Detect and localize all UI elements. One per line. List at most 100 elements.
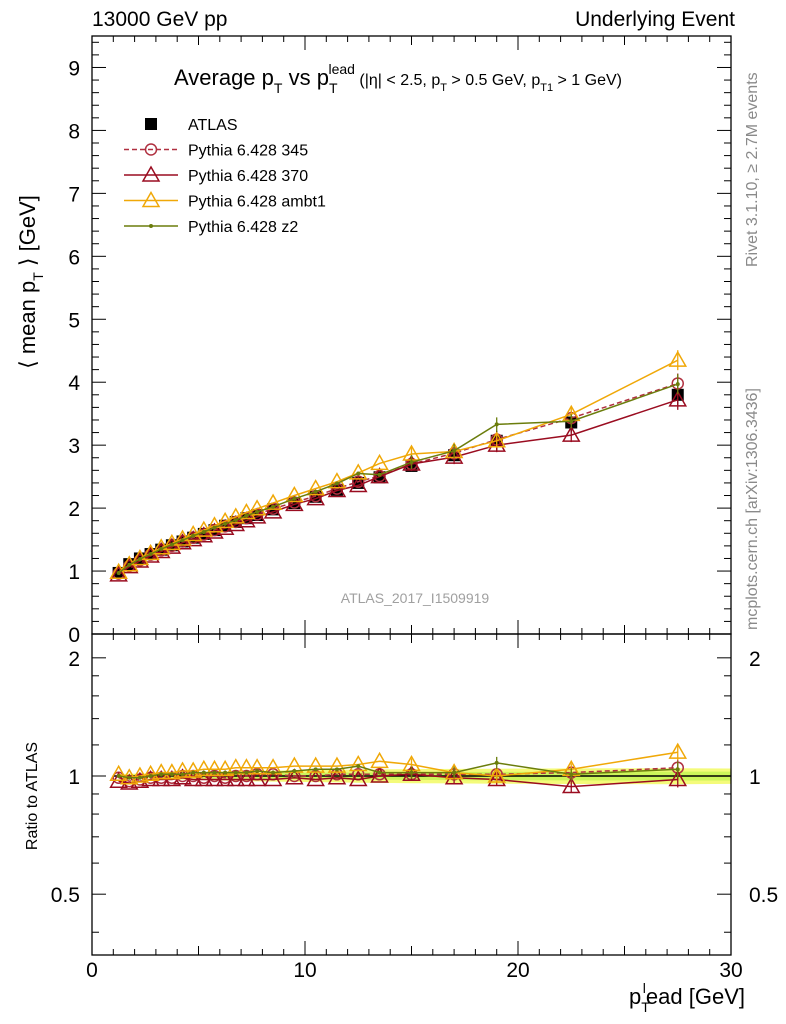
series-point [191, 533, 196, 538]
ratio-point [237, 769, 256, 787]
main-plot-title: Average pT vs pTlead (|η| < 2.5, pT > 0.… [174, 61, 622, 96]
ratio-point [668, 742, 688, 759]
ratio-point [183, 769, 203, 787]
legend-marker [141, 165, 161, 182]
ratio-y-tick-label-right: 2 [749, 648, 761, 671]
mcplots-label: mcplots.cern.ch [arXiv:1306.3436] [744, 388, 761, 630]
series-point [201, 530, 206, 535]
ratio-point [205, 769, 224, 787]
series-point [370, 453, 389, 471]
ratio-point [148, 774, 153, 779]
ratio-point [159, 772, 164, 777]
series-point [244, 513, 249, 518]
ratio-y-tick-label-right: 1 [749, 766, 761, 789]
ratio-point [226, 769, 246, 787]
series-point [180, 538, 185, 543]
ratio-point [151, 763, 171, 780]
ratio-point [271, 770, 276, 775]
ratio-point [334, 767, 339, 772]
ratio-point [233, 770, 238, 775]
ratio-plot-frame [91, 633, 732, 956]
rivet-version-label: Rivet 3.1.10, ≥ 2.7M events [744, 72, 761, 267]
legend-marker [141, 190, 161, 208]
series-point [370, 467, 389, 484]
series-point [233, 518, 238, 523]
series-line-pythia-6-428-345 [118, 382, 679, 575]
ratio-point [377, 770, 382, 775]
ratio-point [370, 766, 389, 783]
series-point [668, 390, 688, 407]
ratio-point [183, 761, 203, 778]
legend-label: Pythia 6.428 ambt1 [188, 194, 326, 211]
ratio-point [173, 761, 192, 778]
legend-label: Pythia 6.428 345 [188, 143, 308, 160]
series-point [285, 486, 304, 503]
ratio-point [306, 769, 325, 787]
series-point [377, 472, 382, 477]
series-point [306, 479, 325, 496]
ratio-y-tick-label-left: 0.5 [51, 884, 80, 907]
series-point [494, 422, 499, 427]
ratio-point [116, 774, 121, 779]
series-point [487, 435, 506, 452]
ratio-point [285, 768, 304, 785]
series-point [569, 419, 574, 424]
y-tick-label: 4 [68, 372, 80, 395]
series-point [109, 565, 128, 582]
ratio-point [180, 772, 185, 777]
series-line-pythia-6-428-z2 [118, 383, 679, 574]
series-point [263, 493, 283, 510]
ratio-point [327, 768, 347, 785]
series-point [292, 496, 297, 501]
y-tick-label: 3 [68, 435, 80, 458]
ratio-point [668, 769, 688, 787]
ratio-point [201, 770, 206, 775]
ratio-point [494, 760, 499, 765]
ratio-point [247, 769, 267, 787]
series-point [212, 525, 217, 530]
ratio-point [409, 770, 414, 775]
y-tick-label: 0 [68, 624, 80, 647]
series-point [373, 469, 386, 483]
y-tick-label: 6 [68, 246, 80, 269]
series-point [169, 542, 174, 547]
y-tick-label: 2 [68, 498, 80, 521]
ratio-point [205, 759, 224, 777]
series-point [313, 489, 318, 494]
series-point [285, 494, 304, 512]
series-point [444, 447, 464, 464]
ratio-point [212, 770, 217, 775]
ratio-point [247, 758, 267, 775]
ratio-point [191, 770, 196, 775]
series-point [159, 547, 164, 552]
ratio-point [223, 770, 228, 775]
analysis-watermark: ATLAS_2017_I1509919 [341, 590, 490, 606]
ratio-point [348, 769, 368, 787]
ratio-point [244, 770, 249, 775]
ratio-axis-label: Ratio to ATLAS [24, 742, 41, 850]
ratio-point [127, 775, 132, 780]
series-point [327, 480, 347, 498]
ratio-point [194, 759, 214, 777]
ratio-y-tick-label-right: 0.5 [749, 884, 778, 907]
series-point [271, 504, 276, 509]
ratio-point [194, 769, 214, 787]
ratio-point [327, 756, 347, 773]
ratio-point [169, 772, 174, 777]
series-point [675, 382, 680, 387]
legend-label: Pythia 6.428 z2 [188, 219, 298, 236]
legend-marker [144, 143, 158, 156]
ratio-point [141, 764, 160, 782]
series-point [327, 472, 347, 489]
x-tick-label: 30 [719, 959, 742, 982]
series-point [409, 460, 414, 465]
ratio-point [292, 768, 297, 773]
series-point [247, 499, 267, 516]
ratio-y-tick-label-left: 2 [68, 648, 80, 671]
ratio-point [487, 769, 506, 787]
ratio-point [215, 759, 235, 777]
legend-label: ATLAS [188, 117, 238, 134]
series-line-pythia-6-428-370 [118, 399, 679, 576]
series-point [137, 557, 142, 562]
